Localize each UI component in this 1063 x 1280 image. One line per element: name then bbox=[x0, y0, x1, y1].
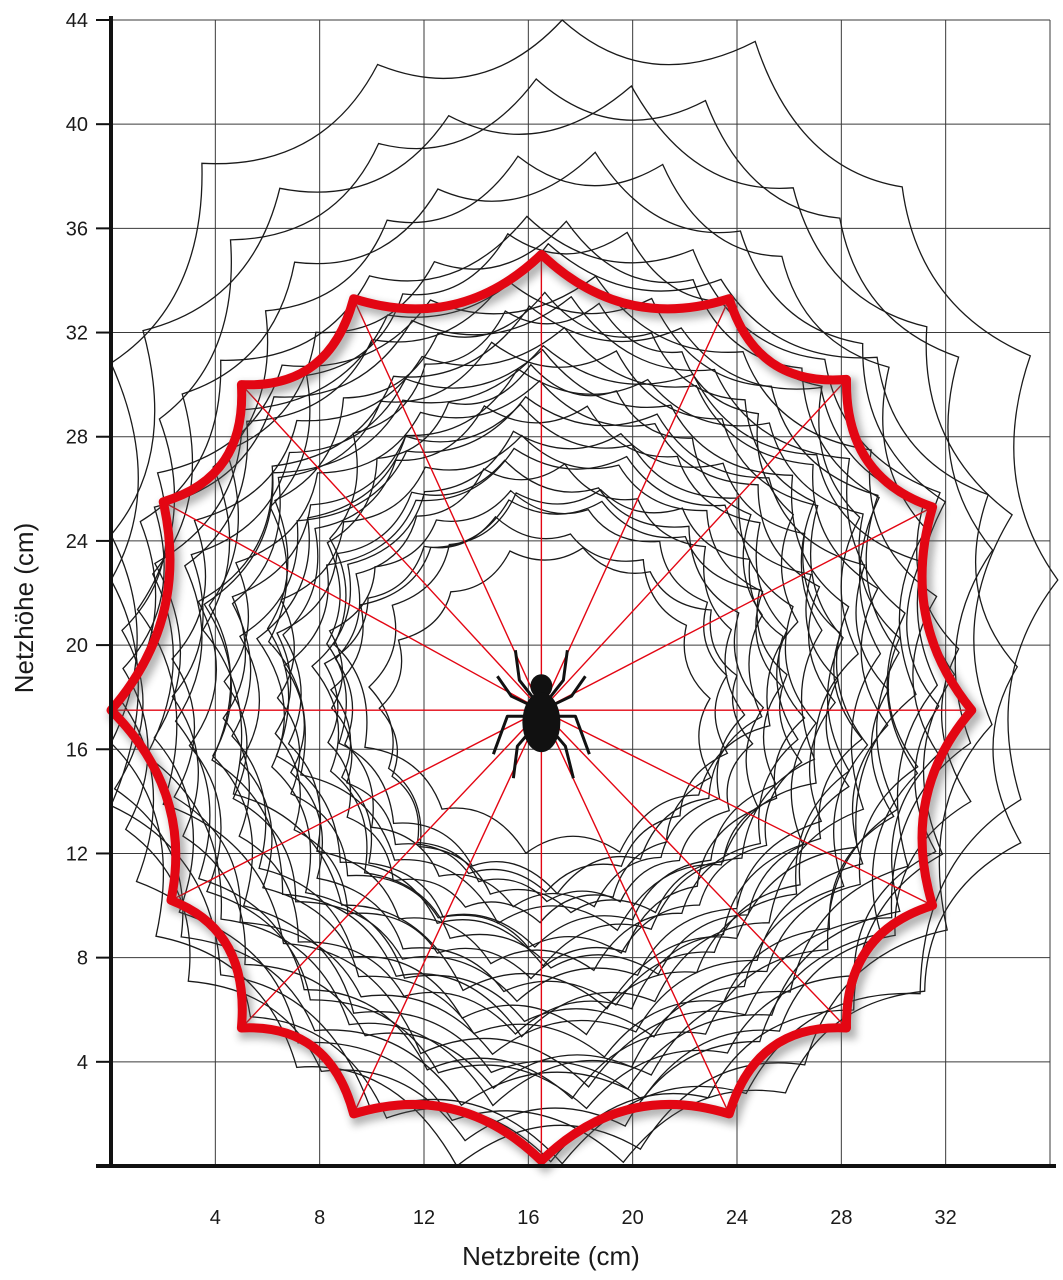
spoke-line bbox=[352, 298, 543, 711]
highlight-spokes bbox=[111, 254, 972, 1161]
web-thread bbox=[328, 489, 729, 893]
web-thread bbox=[266, 291, 823, 967]
x-axis-ticks: 4 8 12 16 20 24 28 32 bbox=[210, 1207, 957, 1229]
web-thread bbox=[171, 348, 869, 1090]
web-thread bbox=[276, 434, 783, 948]
spoke-line bbox=[540, 298, 730, 711]
web-thread bbox=[223, 379, 837, 1003]
spoke-line bbox=[541, 709, 933, 907]
spider-icon bbox=[491, 650, 591, 779]
spider-leg bbox=[513, 650, 535, 700]
web-thread bbox=[323, 515, 712, 924]
x-axis-title: Netzbreite (cm) bbox=[462, 1241, 640, 1271]
web-thread bbox=[153, 242, 1022, 1164]
y-tick-label: 44 bbox=[66, 10, 88, 32]
web-thread bbox=[188, 344, 940, 1110]
spider-head bbox=[530, 674, 553, 699]
background-webs bbox=[110, 19, 1059, 1167]
web-thread bbox=[282, 404, 799, 972]
y-tick-label: 28 bbox=[66, 427, 88, 449]
web-thread bbox=[326, 363, 764, 895]
web-thread bbox=[113, 275, 940, 1107]
spider-abdomen bbox=[522, 692, 561, 753]
web-thread bbox=[378, 546, 754, 903]
spoke-line bbox=[170, 709, 542, 901]
web-thread bbox=[208, 220, 882, 1038]
x-tick-label: 28 bbox=[830, 1207, 852, 1229]
axes bbox=[96, 16, 1056, 1168]
web-thread bbox=[239, 395, 895, 1058]
web-thread bbox=[222, 403, 817, 1035]
y-tick-label: 32 bbox=[66, 323, 88, 345]
x-tick-label: 8 bbox=[314, 1207, 325, 1229]
spoke-line bbox=[540, 378, 848, 711]
spoke-line bbox=[240, 709, 542, 1029]
y-tick-label: 20 bbox=[66, 635, 88, 657]
y-tick-label: 36 bbox=[66, 218, 88, 240]
web-thread bbox=[119, 215, 956, 1163]
spoke-line bbox=[240, 384, 542, 711]
web-thread bbox=[274, 459, 765, 980]
x-tick-label: 12 bbox=[413, 1207, 435, 1229]
x-tick-label: 20 bbox=[622, 1207, 644, 1229]
spoke-line bbox=[541, 506, 933, 711]
web-thread bbox=[122, 295, 919, 1142]
web-thread bbox=[255, 367, 919, 1038]
spider-leg bbox=[496, 675, 534, 708]
spider-leg bbox=[549, 675, 587, 708]
x-tick-label: 32 bbox=[935, 1207, 957, 1229]
highlight-outline bbox=[106, 249, 977, 1166]
web-thread bbox=[202, 155, 928, 1010]
y-tick-label: 16 bbox=[66, 739, 88, 761]
spoke-line bbox=[352, 709, 543, 1115]
y-tick-label: 40 bbox=[66, 114, 88, 136]
y-axis-title: Netzhöhe (cm) bbox=[9, 523, 39, 694]
web-thread bbox=[171, 326, 889, 1056]
web-thread bbox=[334, 462, 746, 908]
y-tick-label: 4 bbox=[77, 1052, 88, 1074]
web-thread bbox=[311, 430, 864, 976]
highlight-web-outline bbox=[106, 249, 977, 1166]
web-thread bbox=[174, 277, 900, 1100]
grid-lines bbox=[110, 19, 1051, 1167]
x-tick-label: 24 bbox=[726, 1207, 748, 1229]
spoke-line bbox=[162, 501, 542, 711]
spoke-line bbox=[540, 709, 848, 1029]
x-tick-label: 16 bbox=[517, 1207, 539, 1229]
y-tick-label: 24 bbox=[66, 531, 88, 553]
web-thread bbox=[368, 488, 806, 914]
y-axis-ticks: 4 8 12 16 20 24 28 32 36 40 44 bbox=[66, 10, 111, 1074]
web-thread bbox=[136, 78, 994, 1088]
web-thread bbox=[267, 231, 861, 932]
y-tick-label: 8 bbox=[77, 948, 88, 970]
spider-leg bbox=[548, 650, 569, 700]
y-tick-label: 12 bbox=[66, 843, 88, 865]
web-thread bbox=[328, 302, 799, 855]
x-tick-label: 4 bbox=[210, 1207, 221, 1229]
web-thread bbox=[231, 341, 850, 1036]
